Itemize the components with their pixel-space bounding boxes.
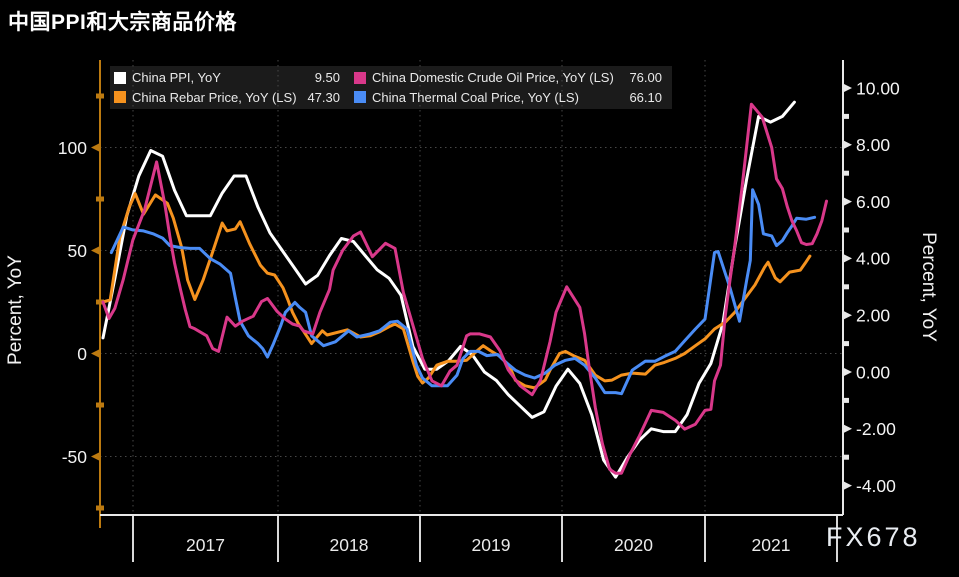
series-line-china-thermal-coal	[109, 188, 817, 396]
fx678-watermark: FX678	[826, 522, 921, 552]
series-line-china-rebar	[101, 192, 812, 390]
legend-item-china-crude-oil[interactable]: China Domestic Crude Oil Price, YoY (LS)…	[350, 68, 672, 87]
x-axis-year-label: 2019	[472, 535, 511, 555]
right-axis-major-tick	[843, 424, 852, 434]
left-axis-major-tick	[91, 246, 100, 255]
left-axis-minor-tick	[96, 402, 104, 408]
left-axis-major-tick	[91, 143, 100, 152]
right-axis-minor-tick	[842, 170, 849, 176]
left-axis-title: Percent, YoY	[5, 255, 26, 365]
left-axis-minor-tick	[96, 299, 104, 305]
legend-swatch-china-thermal-coal	[354, 91, 366, 104]
legend-value-china-crude-oil: 76.00	[629, 70, 662, 86]
right-axis-tick-label: 6.00	[856, 192, 890, 212]
right-axis-tick-label: 4.00	[856, 249, 890, 269]
right-axis-minor-tick	[842, 397, 849, 403]
series-line-china-ppi	[101, 100, 796, 479]
right-axis-title: Percent, YoY	[918, 232, 939, 342]
series-line-china-crude-oil	[101, 102, 828, 475]
left-axis-major-tick	[91, 349, 100, 358]
legend-value-china-ppi: 9.50	[314, 70, 340, 86]
right-axis-tick-label: 0.00	[856, 362, 890, 382]
x-axis-year-label: 2018	[330, 535, 369, 555]
left-axis-tick-label: 0	[77, 344, 87, 364]
right-axis-tick-label: 10.00	[856, 78, 900, 98]
right-axis-tick-label: -4.00	[856, 476, 896, 496]
x-axis-year-label: 2020	[614, 535, 653, 555]
legend-swatch-china-ppi	[114, 71, 126, 84]
left-axis-tick-label: -50	[62, 447, 88, 467]
right-axis-minor-tick	[842, 341, 849, 347]
left-axis-minor-tick	[96, 93, 104, 99]
legend-column-1: China PPI, YoY 9.50 China Rebar Price, YoY…	[110, 66, 350, 109]
legend-item-china-rebar[interactable]: China Rebar Price, YoY (LS) 47.30	[110, 88, 350, 107]
right-axis-tick-label: -2.00	[856, 419, 896, 439]
legend-item-china-thermal-coal[interactable]: China Thermal Coal Price, YoY (LS) 66.10	[350, 88, 672, 107]
right-axis-tick-label: 8.00	[856, 135, 890, 155]
legend-column-2: China Domestic Crude Oil Price, YoY (LS)…	[350, 66, 672, 109]
legend-background	[110, 66, 672, 109]
legend-label-china-rebar: China Rebar Price, YoY (LS)	[132, 89, 297, 105]
right-axis-minor-tick	[842, 113, 849, 119]
right-axis-tick-label: 2.00	[856, 306, 890, 326]
legend-item-china-ppi[interactable]: China PPI, YoY 9.50	[110, 68, 350, 87]
right-axis-major-tick	[843, 253, 852, 263]
x-axis-year-label: 2017	[186, 535, 225, 555]
right-axis-minor-tick	[842, 284, 849, 290]
right-axis-major-tick	[843, 197, 852, 207]
left-axis-tick-label: 100	[58, 138, 87, 158]
legend-value-china-thermal-coal: 66.10	[629, 89, 662, 105]
right-axis-minor-tick	[842, 227, 849, 233]
legend-swatch-china-crude-oil	[354, 71, 366, 84]
legend-label-china-thermal-coal: China Thermal Coal Price, YoY (LS)	[372, 89, 579, 105]
right-axis-major-tick	[843, 481, 852, 491]
left-axis-minor-tick	[96, 196, 104, 202]
right-axis-major-tick	[843, 140, 852, 150]
left-axis-tick-label: 50	[68, 241, 88, 261]
right-axis-major-tick	[843, 367, 852, 377]
legend-label-china-crude-oil: China Domestic Crude Oil Price, YoY (LS)	[372, 70, 614, 86]
legend-swatch-china-rebar	[114, 91, 126, 104]
x-axis-year-label: 2021	[752, 535, 791, 555]
right-axis-major-tick	[843, 310, 852, 320]
right-axis-major-tick	[843, 83, 852, 93]
chart-title: 中国PPI和大宗商品价格	[8, 11, 237, 34]
chart-legend: China PPI, YoY 9.50 China Rebar Price, YoY…	[110, 66, 672, 109]
left-axis-minor-tick	[96, 505, 104, 511]
legend-label-china-ppi: China PPI, YoY	[132, 70, 221, 86]
left-axis-major-tick	[91, 452, 100, 461]
right-axis-minor-tick	[842, 454, 849, 460]
legend-value-china-rebar: 47.30	[307, 89, 340, 105]
